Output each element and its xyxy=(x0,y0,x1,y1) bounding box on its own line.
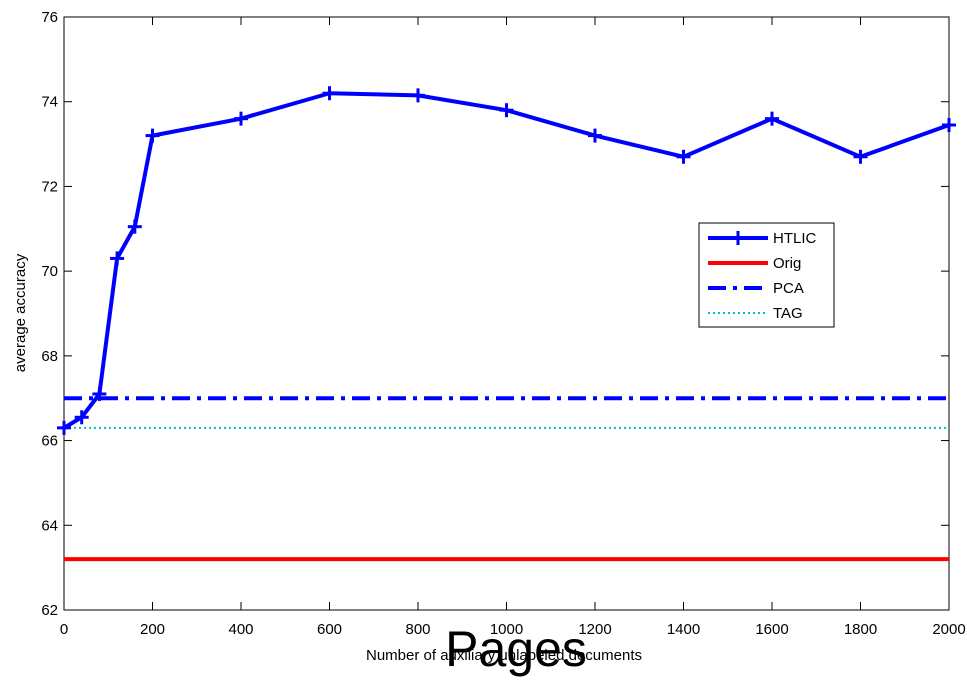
legend-label: HTLIC xyxy=(773,230,817,247)
data-point xyxy=(110,251,125,266)
data-point xyxy=(411,88,425,103)
x-tick-label: 200 xyxy=(140,621,165,638)
legend-item-orig: Orig xyxy=(708,255,801,272)
y-tick-label: 66 xyxy=(41,433,58,450)
data-point xyxy=(499,103,514,118)
y-tick-label: 68 xyxy=(41,348,58,365)
overlay-pages-text: Pages xyxy=(445,621,587,677)
data-point xyxy=(234,111,248,126)
series-htlic xyxy=(57,86,956,435)
legend-item-htlic: HTLIC xyxy=(708,230,817,247)
legend: HTLIC Orig PCA TAG xyxy=(698,222,835,328)
x-tick-label: 800 xyxy=(405,621,430,638)
data-point xyxy=(127,219,142,234)
x-tick-label: 400 xyxy=(228,621,253,638)
data-point xyxy=(853,149,868,164)
legend-items: HTLIC Orig PCA TAG xyxy=(708,230,817,322)
data-point xyxy=(942,118,956,133)
x-tick-label: 0 xyxy=(60,621,68,638)
data-point xyxy=(588,128,602,143)
legend-label: TAG xyxy=(773,305,803,322)
y-axis-label: average accuracy xyxy=(12,253,29,372)
legend-box xyxy=(698,222,835,328)
x-tick-label: 1200 xyxy=(578,621,611,638)
ticks-layer: 0 200 400 600 800 1000 1200 1400 1600 1800 2000 62 6… xyxy=(41,9,965,638)
legend-marker xyxy=(731,231,745,245)
data-point xyxy=(92,386,107,401)
y-tick-label: 62 xyxy=(41,602,58,619)
x-tick-label: 1400 xyxy=(667,621,700,638)
data-point xyxy=(57,420,71,435)
x-tick-label: 1800 xyxy=(844,621,877,638)
legend-item-tag: TAG xyxy=(708,305,803,322)
y-tick-label: 64 xyxy=(41,517,58,534)
x-tick-label: 1600 xyxy=(755,621,788,638)
y-tick-label: 70 xyxy=(41,263,58,280)
y-tick-label: 72 xyxy=(41,178,58,195)
data-point xyxy=(676,149,691,164)
data-point xyxy=(74,410,89,425)
series-layer xyxy=(57,86,956,562)
y-tick-label: 74 xyxy=(41,94,58,111)
data-point xyxy=(145,128,160,143)
x-tick-label: 2000 xyxy=(932,621,965,638)
legend-item-pca: PCA xyxy=(708,280,804,297)
legend-label: Orig xyxy=(773,255,801,272)
legend-label: PCA xyxy=(773,280,804,297)
x-axis-label: Number of auxiliary unlabeled documents xyxy=(366,647,642,664)
y-tick-label: 76 xyxy=(41,9,58,26)
data-point xyxy=(765,111,779,126)
x-tick-label: 1000 xyxy=(490,621,523,638)
data-point xyxy=(322,86,337,101)
x-tick-label: 600 xyxy=(317,621,342,638)
